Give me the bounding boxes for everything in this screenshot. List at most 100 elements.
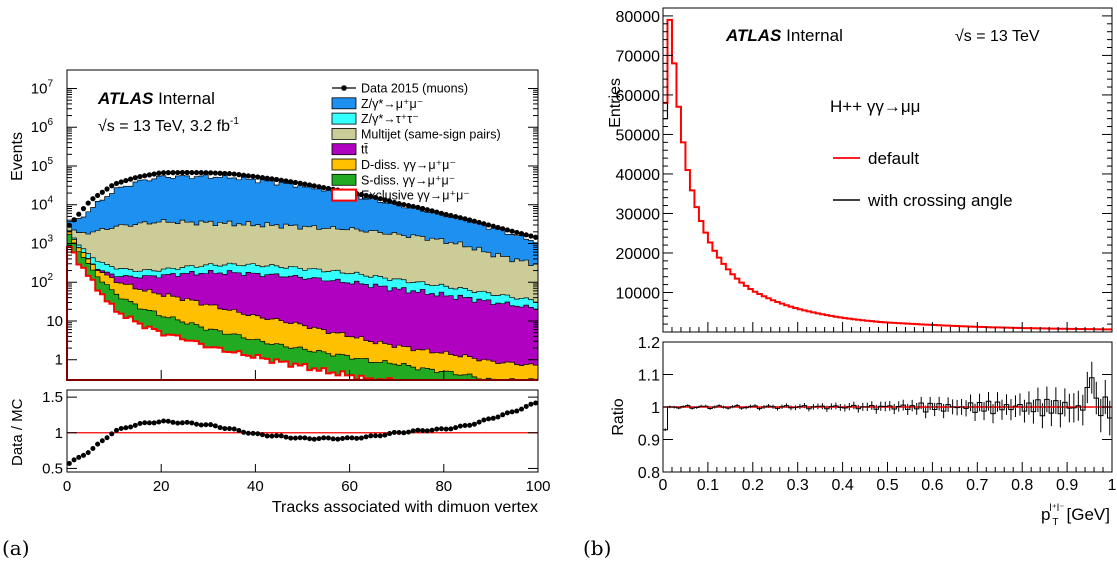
x-tick-label: 0.3 (787, 477, 809, 494)
y-tick-label: 30000 (616, 206, 661, 223)
caption-b: (b) (583, 536, 612, 560)
legend-label: Z/γ*→τ⁺τ⁻ (361, 112, 419, 126)
data-point (160, 170, 167, 176)
y-tick-label: 104 (31, 195, 54, 214)
data-point (481, 221, 487, 227)
ratio-point (128, 424, 134, 430)
energy-label-a: √s = 13 TeV, 3.2 fb-1 (98, 116, 239, 135)
data-point (490, 223, 496, 229)
x-axis-ticks-a: 0 20 40 60 80 100 (63, 370, 551, 495)
data-point (288, 179, 294, 185)
hist-default (663, 18, 1112, 331)
data-point (99, 189, 105, 195)
legend-label: D-diss. γγ→μ⁺μ⁻ (361, 158, 456, 172)
ratio-panel-a: 0.5 1 1.5 (42, 389, 539, 477)
ratio-point (500, 412, 506, 418)
ratio-point (288, 435, 294, 441)
data-point (198, 170, 204, 176)
data-point (377, 196, 383, 202)
y-tick-label: 10 (46, 313, 63, 330)
ratio-point (255, 431, 261, 437)
legend-label: Data 2015 (muons) (361, 82, 468, 96)
data-point (429, 208, 435, 214)
ratio-point (250, 430, 256, 436)
data-point (358, 191, 364, 198)
ratio-point (330, 436, 336, 442)
plot-frame-b-main (662, 7, 1113, 333)
ratio-point (198, 422, 204, 428)
data-point (76, 211, 82, 217)
ratio-point (99, 438, 105, 444)
ratio-point (161, 418, 167, 424)
ratio-y-tick-label: 1.2 (638, 335, 660, 352)
x-tick-label: 0.9 (1056, 477, 1078, 494)
data-point (283, 178, 289, 184)
data-point (363, 192, 369, 199)
process-label-b: H++ γγ→μμ (830, 97, 920, 116)
atlas-label-a: ATLAS Internal (97, 89, 215, 108)
x-tick-label: 80 (435, 478, 452, 495)
ratio-point (104, 435, 110, 441)
data-point (109, 183, 115, 189)
x-tick-label: 0.1 (697, 477, 719, 494)
y-tick-label: 70000 (616, 48, 661, 65)
legend-b: default with crossing angle (833, 149, 1013, 210)
ratio-point (146, 420, 152, 426)
y-axis-label-b: Entries (607, 78, 624, 128)
data-point (226, 171, 233, 177)
ratio-y-tick-label: 1 (651, 400, 660, 417)
legend-swatch (331, 158, 357, 171)
ratio-point (476, 419, 482, 425)
ratio-point (316, 436, 322, 442)
ratio-point (170, 419, 176, 425)
x-tick-label: 0.6 (921, 477, 943, 494)
y-tick-exp: 7 (47, 78, 53, 89)
y-tick-base: 10 (31, 274, 48, 291)
caption-a: (a) (2, 536, 30, 560)
ratio-point (424, 428, 430, 434)
data-point (387, 198, 393, 204)
y-tick-label: 107 (31, 78, 54, 97)
legend-label: Multijet (same-sign pairs) (361, 127, 501, 141)
y-tick-base: 10 (31, 235, 48, 252)
ratio-point (415, 427, 421, 433)
hist-with-crossing-angle (663, 19, 1112, 331)
data-point (438, 210, 445, 216)
legend-marker-data (341, 85, 347, 91)
y-tick-label: 40000 (616, 167, 661, 184)
ratio-label-a: Data / MC (9, 398, 26, 466)
ratio-point (519, 406, 525, 412)
data-point (452, 214, 459, 220)
legend-swatch (331, 127, 357, 140)
legend-swatch (331, 188, 357, 202)
x-tick-label: 20 (153, 478, 170, 495)
ratio-point (236, 427, 242, 433)
ratio-point (165, 418, 171, 424)
ratio-point (523, 403, 529, 409)
data-point (278, 177, 284, 183)
ratio-point (156, 419, 162, 425)
data-point (500, 226, 506, 232)
ratio-point (453, 425, 459, 431)
data-point (434, 209, 440, 215)
data-point (273, 176, 280, 183)
ratio-point (259, 432, 265, 438)
data-point (217, 170, 223, 176)
ratio-point (533, 400, 539, 406)
ratio-point (325, 435, 331, 441)
ratio-point (189, 420, 195, 426)
data-point (316, 184, 322, 190)
data-point (424, 207, 430, 213)
data-point (137, 173, 143, 180)
x-axis-ticks-b: 0 0.1 0.2 0.3 0.4 0.5 0.6 0.7 0.8 0.9 1 (659, 322, 1117, 494)
data-point (523, 232, 529, 238)
data-point (269, 176, 275, 182)
legend-label: S-diss. γγ→μ⁺μ⁻ (361, 173, 455, 187)
ratio-point (194, 421, 200, 427)
ratio-y-tick-label: 0.5 (42, 460, 63, 477)
x-tick-label: 0.4 (831, 477, 853, 494)
x-tick-label: 0.8 (1011, 477, 1033, 494)
data-point (504, 227, 510, 233)
ratio-point (335, 436, 341, 442)
